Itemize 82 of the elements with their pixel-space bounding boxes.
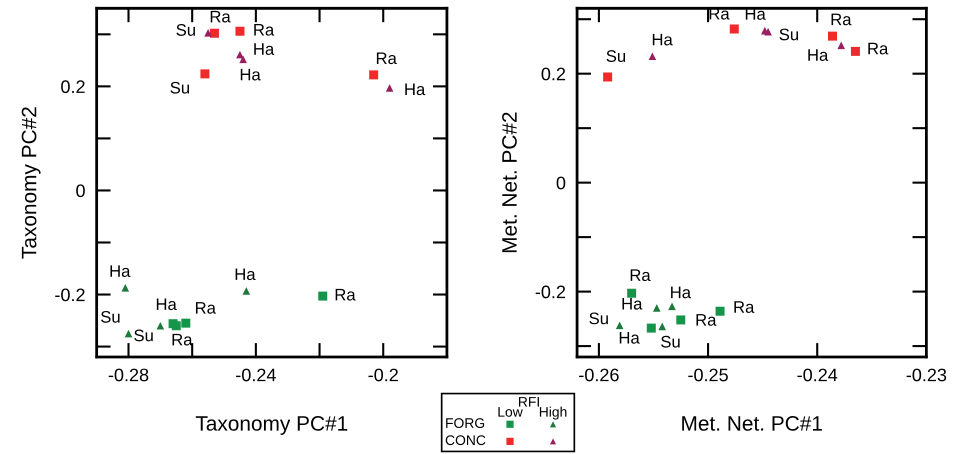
data-label: Ra	[696, 314, 716, 326]
data-label: Su	[589, 312, 608, 324]
y-axis-title: Met. Net. PC#2	[502, 112, 517, 252]
point	[210, 28, 219, 38]
data-label: Ra	[172, 334, 192, 346]
data-label: Ra	[254, 24, 274, 36]
point	[730, 24, 739, 34]
point	[204, 28, 212, 37]
point	[658, 322, 666, 330]
x-axis-title: Met. Net. PC#1	[682, 416, 822, 431]
x-tick-label: -0.24	[236, 368, 276, 382]
point	[603, 72, 612, 82]
text: CONC	[446, 435, 486, 446]
point	[239, 56, 247, 64]
data-label: Ra	[734, 301, 754, 313]
data-label: Ra	[832, 14, 852, 26]
x-tick-label: -0.23	[906, 368, 946, 382]
data-label: Ra	[210, 10, 231, 22]
data-label: Ha	[405, 84, 426, 96]
x-tick-label: -0.24	[797, 368, 838, 382]
text: FORG	[446, 418, 484, 428]
point	[652, 304, 661, 312]
x-tick-label: -0.26	[579, 368, 619, 382]
data-label: Ha	[254, 43, 274, 55]
y-tick-label: 0.2	[61, 80, 85, 94]
point	[156, 322, 164, 330]
data-label: Su	[134, 330, 153, 342]
point	[648, 52, 656, 60]
x-tick-label: -0.25	[688, 368, 728, 382]
point	[122, 284, 130, 292]
data-label: Su	[606, 50, 626, 62]
point	[236, 50, 244, 58]
data-label: Ha	[240, 68, 261, 80]
x-axis-title: Taxonomy PC#1	[196, 416, 348, 435]
point	[181, 318, 190, 328]
text: High	[540, 406, 566, 420]
point	[668, 302, 676, 310]
y-tick-label: -0.2	[536, 286, 566, 298]
x-tick-label: -0.28	[108, 368, 148, 382]
data-label: Su	[661, 336, 680, 348]
y-tick-label: 0.2	[542, 68, 566, 80]
data-label: Ra	[336, 288, 356, 301]
x-tick-label: -0.2	[368, 368, 398, 382]
point	[828, 32, 837, 41]
y-tick-label: 0	[76, 184, 85, 198]
y-tick-label: -0.2	[55, 288, 85, 302]
point	[716, 306, 725, 316]
legend-title: RFI	[518, 397, 539, 407]
data-label: Ra	[630, 269, 651, 282]
point	[764, 28, 772, 36]
point	[172, 321, 181, 330]
point	[235, 26, 244, 36]
point	[850, 46, 860, 56]
data-label: Su	[101, 310, 120, 323]
data-label: Su	[170, 82, 190, 94]
y-tick-label: 0	[556, 176, 566, 190]
data-label: Su	[779, 28, 798, 40]
data-label: Ra	[196, 302, 216, 314]
data-label: Ha	[622, 298, 642, 310]
point	[242, 287, 250, 295]
data-label: Ha	[671, 286, 692, 298]
point	[200, 69, 210, 78]
point	[646, 324, 656, 333]
data-label: Ha	[110, 265, 130, 277]
point	[616, 322, 624, 330]
data-label: Ha	[620, 332, 640, 344]
data-label: Su	[176, 24, 195, 36]
data-label: Ra	[868, 42, 888, 54]
data-label: Ra	[376, 52, 397, 64]
data-label: Ha	[236, 268, 256, 280]
data-label: Ha	[652, 34, 673, 46]
data-label: Ha	[808, 49, 828, 61]
y-axis-title: Taxonomy PC#2	[22, 107, 41, 259]
point	[676, 315, 686, 324]
point	[318, 292, 328, 301]
point	[837, 42, 846, 50]
point	[627, 288, 636, 298]
point	[124, 330, 132, 338]
point	[369, 70, 378, 80]
data-label: Ha	[156, 298, 177, 310]
text: Low	[498, 407, 523, 417]
point	[386, 84, 394, 92]
